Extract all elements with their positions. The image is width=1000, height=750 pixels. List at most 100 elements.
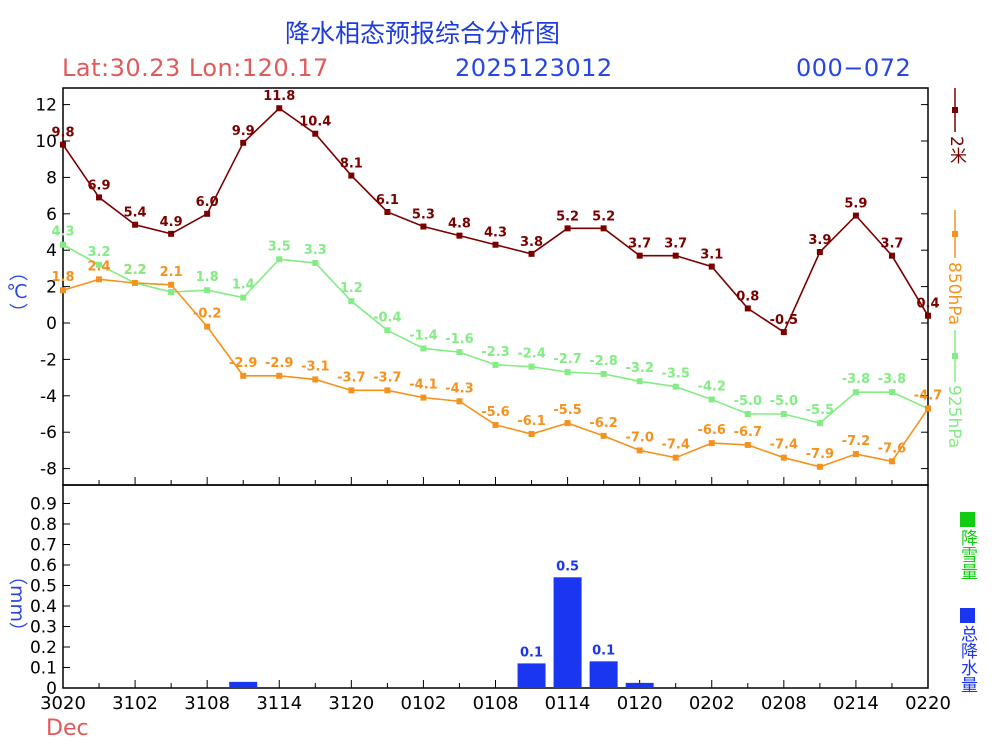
t2m-data-label: 5.3 [412, 208, 435, 223]
x-tick-label: 3020 [40, 693, 86, 714]
t2m-data-label: 4.9 [160, 215, 183, 230]
t925-data-label: -2.8 [589, 354, 617, 369]
temperature-axis-label: （℃） [6, 262, 28, 322]
t925-legend-marker [952, 353, 958, 359]
t925-point [204, 287, 211, 294]
legend-2m: 2米 [946, 136, 966, 164]
t850-data-label: -7.0 [625, 430, 653, 445]
t850-data-label: -6.2 [589, 416, 617, 431]
t2m-data-label: 3.7 [628, 237, 651, 252]
t2m-data-label: 0.4 [916, 297, 939, 312]
t925-point [564, 369, 571, 376]
temp-y-tick-label: 8 [46, 168, 57, 188]
t850-data-label: -7.2 [842, 434, 870, 449]
t2m-point [312, 130, 319, 137]
t2m-data-label: 3.9 [808, 233, 831, 248]
t850-point [312, 376, 319, 383]
t850-data-label: -3.7 [373, 370, 401, 385]
temp-y-tick-label: 4 [46, 241, 57, 261]
t2m-data-label: 3.7 [664, 237, 687, 252]
t925-point [456, 349, 463, 356]
t850-data-label: -2.9 [265, 356, 293, 371]
t925-data-label: -3.5 [661, 367, 689, 382]
t850-data-label: 2.2 [124, 263, 147, 278]
precip-bar [517, 663, 546, 688]
x-tick-label: 3108 [184, 693, 230, 714]
t2m-data-label: 9.8 [51, 126, 74, 141]
t850-data-label: -4.3 [445, 381, 473, 396]
t850-data-label: -7.6 [878, 441, 906, 456]
t850-data-label: -7.9 [806, 447, 834, 462]
legend-total-text: 总降水量 [957, 625, 977, 693]
precip-y-tick-label: 0.4 [30, 597, 57, 617]
t925-data-label: 3.2 [88, 245, 111, 260]
t850-point [852, 451, 859, 458]
t2m-point [492, 241, 499, 248]
t925-data-label: 4.3 [51, 225, 74, 240]
t2m-point [384, 208, 391, 215]
t2m-point [168, 230, 175, 237]
precip-panel-frame [62, 484, 929, 689]
t850-data-label: -4.1 [409, 378, 437, 393]
t2m-point [564, 225, 571, 232]
t850-point [564, 420, 571, 427]
t925-data-label: -3.8 [878, 372, 906, 387]
chart-title: 降水相态预报综合分析图 [284, 19, 560, 48]
t925-data-label: -2.3 [481, 345, 509, 360]
t850-data-label: -6.1 [517, 414, 545, 429]
t850-data-label: -5.5 [553, 403, 581, 418]
t2m-point [60, 141, 66, 148]
t850-data-label: -6.6 [698, 423, 726, 438]
t850-point [132, 279, 139, 286]
precip-y-tick-label: 0.2 [30, 638, 57, 658]
t925-point [816, 420, 823, 427]
x-tick-label: 0102 [401, 693, 447, 714]
precip-axis-label: （mm） [6, 566, 28, 642]
t850-point [96, 276, 103, 283]
t925-data-label: -0.4 [373, 310, 401, 325]
t2m-point [600, 225, 607, 232]
t2m-point [636, 252, 643, 259]
t850-data-label: -7.4 [661, 438, 689, 453]
temp-y-tick-label: -6 [40, 423, 57, 443]
precip-bar-label: 0.1 [520, 645, 543, 660]
t850-point [780, 454, 787, 461]
t925-point [420, 345, 427, 352]
run-time-label: 2025123012 [455, 54, 613, 82]
t925-point [672, 383, 679, 390]
t850-data-label: -2.9 [229, 356, 257, 371]
month-label: Dec [46, 716, 89, 741]
location-label: Lat:30.23 Lon:120.17 [62, 54, 329, 82]
t925-point [168, 289, 175, 296]
x-tick-label: 0208 [761, 693, 807, 714]
t925-data-label: 3.3 [304, 243, 327, 258]
temp-y-tick-label: 10 [35, 132, 57, 152]
t2m-data-label: 6.1 [376, 193, 399, 208]
t925-data-label: 1.2 [340, 281, 363, 296]
t2m-data-label: 3.8 [520, 235, 543, 250]
precip-y-tick-label: 0.5 [30, 577, 57, 597]
x-tick-label: 0108 [473, 693, 519, 714]
precip-bar-label: 0.1 [592, 643, 615, 658]
legend-snowfall-text: 降雪量 [957, 529, 977, 580]
precip-bar [589, 661, 618, 688]
t850-point [636, 447, 643, 454]
t2m-point [816, 249, 823, 256]
t2m-point [240, 139, 247, 146]
t2m-line [62, 107, 929, 334]
legend-total-precip: 总降水量 [955, 608, 980, 693]
t2m-point [925, 312, 931, 319]
precip-y-tick-label: 0 [46, 679, 57, 699]
t2m-point [456, 232, 463, 239]
t850-point [60, 287, 66, 294]
t850-legend-marker [952, 231, 958, 237]
t850-point [925, 405, 931, 412]
precip-y-tick-label: 0.3 [30, 618, 57, 638]
x-tick-label: 0202 [689, 693, 735, 714]
t925-point [708, 396, 715, 403]
t925-point [60, 241, 66, 248]
t850-point [168, 281, 175, 288]
t2m-point [888, 252, 895, 259]
x-tick-label: 3102 [112, 693, 158, 714]
t925-data-label: -5.5 [806, 403, 834, 418]
